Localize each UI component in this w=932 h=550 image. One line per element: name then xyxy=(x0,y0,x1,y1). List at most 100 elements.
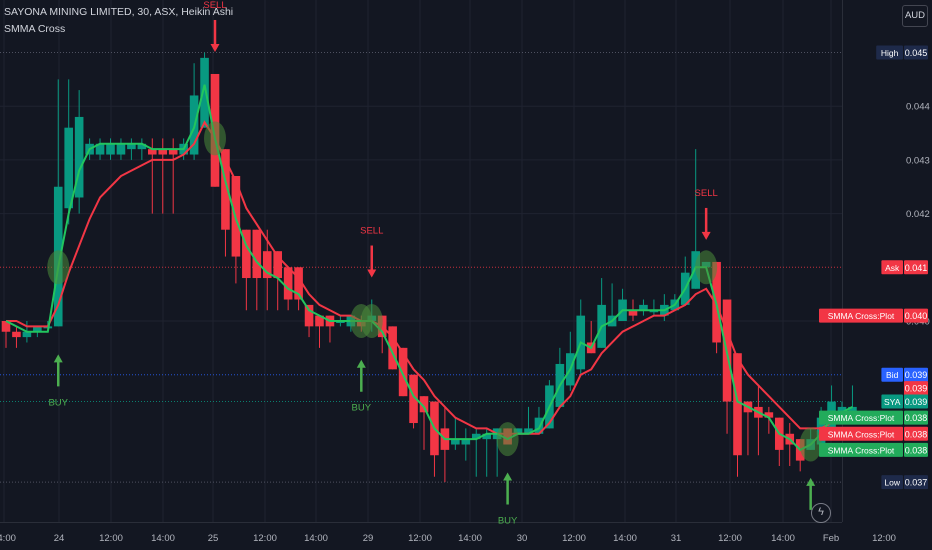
price-badge-label-bg xyxy=(881,394,903,409)
price-badge-label-bg xyxy=(819,308,903,323)
candle-body xyxy=(764,412,774,418)
candle-body xyxy=(283,267,293,300)
time-tick-label: 12:00 xyxy=(562,533,586,544)
price-badge-label-bg xyxy=(819,410,903,425)
candle-body xyxy=(95,143,105,155)
price-badge-label: SMMA Cross:Plot xyxy=(828,429,895,439)
symbol-title[interactable]: SAYONA MINING LIMITED, 30, ASX, Heikin A… xyxy=(4,6,234,18)
sell-arrow-head xyxy=(701,231,711,240)
candle-body xyxy=(419,396,429,413)
time-tick-label: 31 xyxy=(671,533,682,544)
buy-arrow-head xyxy=(806,477,816,486)
time-tick-label: 25 xyxy=(208,533,219,544)
candle-body xyxy=(733,353,742,456)
candle-body xyxy=(127,143,136,150)
candle-body xyxy=(639,304,648,311)
price-badge-value-bg xyxy=(904,442,928,457)
candle-body xyxy=(22,331,32,338)
candle-body xyxy=(74,116,84,198)
candle-body xyxy=(148,149,157,155)
price-badge-value: 0.037 xyxy=(905,478,928,488)
price-badge-label-bg xyxy=(881,475,903,490)
time-tick-label: 29 xyxy=(363,533,374,544)
price-badge-value-bg xyxy=(904,475,928,490)
price-badge-value: 0.039 xyxy=(905,397,928,407)
price-tick-label: 0.043 xyxy=(906,155,930,166)
candle-body xyxy=(158,149,168,155)
candle-body xyxy=(116,143,126,155)
price-badge-label-bg xyxy=(819,426,903,441)
cross-circle xyxy=(496,422,519,457)
candle-body xyxy=(388,326,397,370)
cross-circle xyxy=(799,427,822,462)
indicator-title[interactable]: SMMA Cross xyxy=(4,23,66,35)
sell-label: SELL xyxy=(695,188,718,199)
price-badge-label: SYA xyxy=(884,397,901,407)
buy-arrow-head xyxy=(356,359,366,368)
time-tick-label: 14:00 xyxy=(151,533,175,544)
time-tick-label: 14:00 xyxy=(0,533,16,544)
price-badge-label: High xyxy=(881,48,899,58)
lightning-icon[interactable]: ϟ xyxy=(811,503,831,523)
price-badge-value: 0.041 xyxy=(905,263,928,273)
time-tick-label: 14:00 xyxy=(613,533,637,544)
buy-label: BUY xyxy=(498,516,518,527)
cross-circle xyxy=(360,304,383,338)
candle-body xyxy=(409,374,418,424)
time-tick-label: 12:00 xyxy=(253,533,277,544)
price-axis[interactable]: 0.044 0.043 0.042 0.040 xyxy=(906,102,930,328)
price-badge-label: Low xyxy=(884,478,900,488)
price-badge-value: 0.038 xyxy=(905,413,928,423)
price-badge-label: SMMA Cross:Plot xyxy=(828,311,895,321)
time-tick-label: 12:00 xyxy=(872,533,896,544)
smma-lines xyxy=(5,84,853,452)
time-tick-label: 14:00 xyxy=(771,533,795,544)
candle-body xyxy=(242,229,251,279)
time-tick-label: Feb xyxy=(823,533,839,544)
candle-body xyxy=(513,428,523,434)
signal-markers: BUY SELL SELL BUY BUY SELL xyxy=(47,0,822,527)
candle-body xyxy=(451,439,460,445)
candle-body xyxy=(12,331,21,338)
candle-body xyxy=(294,267,303,300)
sell-arrow-head xyxy=(210,43,220,52)
cross-circle xyxy=(204,121,226,156)
buy-label: BUY xyxy=(352,403,372,414)
price-badge-value-bg xyxy=(904,308,928,323)
buy-arrow-head xyxy=(53,354,63,363)
price-badge-label-bg xyxy=(819,442,903,457)
cross-circle xyxy=(695,250,718,285)
time-axis[interactable]: 14:00 24 12:00 14:00 25 12:00 14:00 29 12:00 14:0… xyxy=(0,533,896,544)
sell-arrow-head xyxy=(367,269,377,278)
price-badge-value: 0.045 xyxy=(905,48,928,58)
price-badge-value-bg xyxy=(904,426,928,441)
price-badge-label-bg xyxy=(881,367,903,382)
candle-body xyxy=(168,149,178,155)
currency-button[interactable]: AUD xyxy=(902,5,928,27)
time-tick-label: 12:00 xyxy=(718,533,742,544)
candle-body xyxy=(252,229,262,279)
candle-body xyxy=(64,127,73,209)
candle-body xyxy=(471,433,481,440)
price-badge-value: 0.038 xyxy=(905,445,928,455)
candle-body xyxy=(106,143,115,155)
smma-slow-line xyxy=(6,120,853,435)
price-badge-value-bg xyxy=(904,394,928,409)
candle-body xyxy=(262,251,272,279)
price-badges: 0.045 High 0.041 Ask 0.040 SMMA Cross:Plot 0.0… xyxy=(819,45,928,490)
candle-body xyxy=(221,149,230,230)
time-tick-label: 24 xyxy=(54,533,65,544)
price-badge-value: 0.039 xyxy=(905,370,928,380)
candle-body xyxy=(137,143,147,150)
price-badge-value: 0.039 xyxy=(905,384,928,394)
candle-body xyxy=(398,347,408,397)
candle-body xyxy=(628,310,638,316)
candle-body xyxy=(1,321,11,332)
candle-body xyxy=(273,251,282,279)
candle-body xyxy=(524,428,533,434)
sell-label: SELL xyxy=(203,0,226,11)
sell-label: SELL xyxy=(360,226,383,237)
candle-body xyxy=(304,304,314,327)
price-tick-label: 0.044 xyxy=(906,102,930,113)
